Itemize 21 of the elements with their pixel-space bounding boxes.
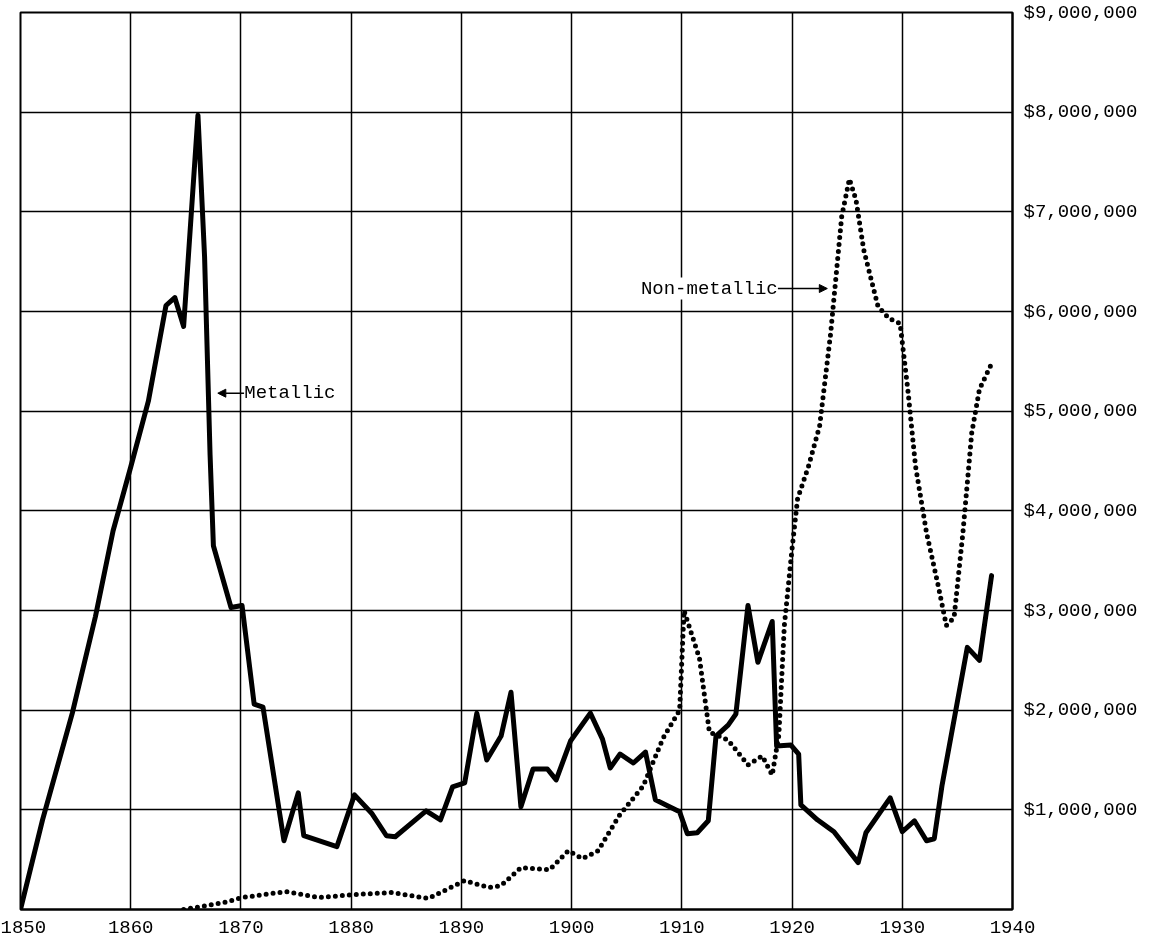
y-tick-label: $2,000,000: [1023, 699, 1138, 722]
y-tick-label: $9,000,000: [1023, 1, 1138, 24]
x-tick-label: 1860: [107, 916, 154, 939]
x-tick-label: 1890: [438, 916, 485, 939]
x-tick-label: 1900: [548, 916, 595, 939]
x-tick-label: 1920: [769, 916, 815, 939]
x-tick-label: 1850: [0, 916, 47, 939]
y-tick-label: $1,000,000: [1023, 798, 1138, 821]
y-tick-label: $4,000,000: [1023, 499, 1138, 522]
x-tick-label: 1930: [879, 916, 926, 939]
x-tick-label: 1880: [328, 916, 374, 939]
y-tick-label: $5,000,000: [1023, 400, 1138, 423]
y-tick-label: $6,000,000: [1023, 300, 1138, 323]
legend-label: Metallic: [244, 382, 336, 405]
y-tick-label: $8,000,000: [1023, 101, 1138, 124]
x-tick-label: 1910: [659, 916, 705, 939]
y-tick-label: $3,000,000: [1023, 599, 1138, 622]
x-tick-label: 1940: [989, 916, 1036, 939]
text: Non-metallic: [640, 277, 778, 300]
y-tick-label: $7,000,000: [1023, 200, 1138, 223]
x-tick-label: 1870: [218, 916, 264, 939]
